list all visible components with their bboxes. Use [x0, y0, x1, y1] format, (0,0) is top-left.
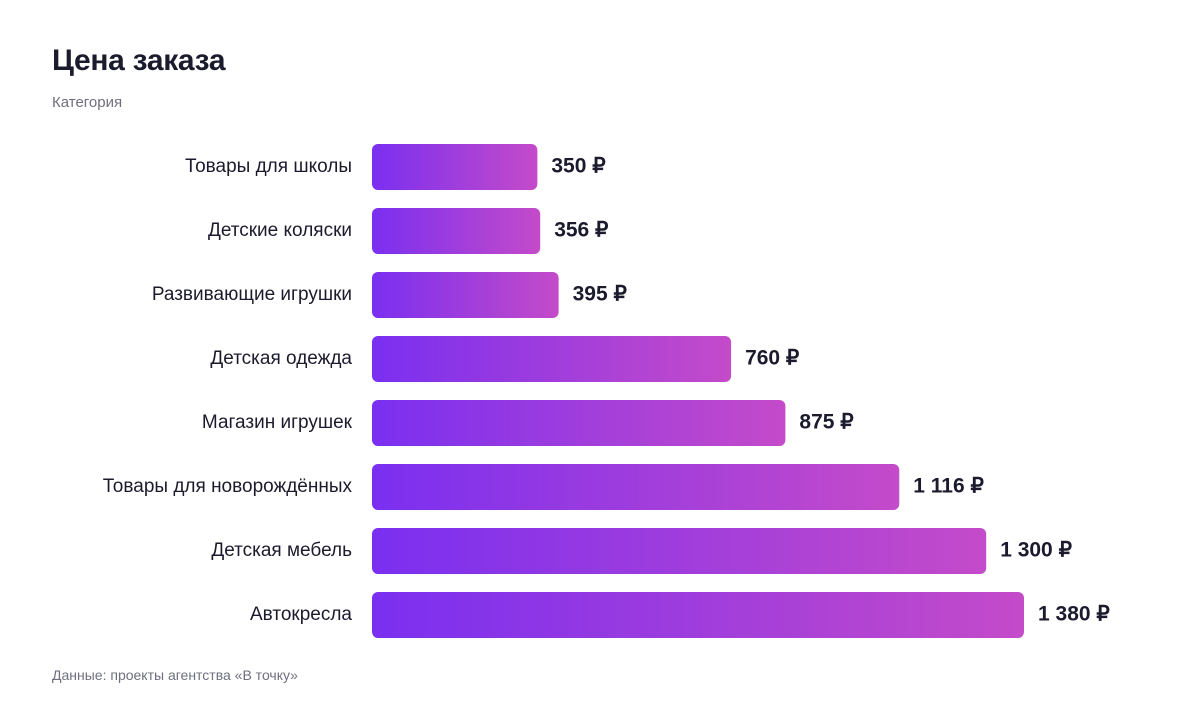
category-label: Автокресла	[250, 604, 352, 625]
chart-subtitle: Категория	[52, 94, 123, 111]
bar	[372, 464, 900, 510]
bar	[372, 592, 1024, 638]
bar	[372, 272, 559, 318]
value-label: 1 380 ₽	[1038, 603, 1110, 626]
bar-group: Товары для школы 350 ₽	[185, 144, 606, 190]
value-label: 356 ₽	[554, 219, 609, 242]
category-label: Детская мебель	[211, 540, 352, 561]
category-label: Товары для новорождённых	[103, 476, 353, 497]
category-label: Развивающие игрушки	[152, 284, 352, 305]
bar-group: Товары для новорождённых 1 116 ₽	[103, 464, 984, 510]
value-label: 395 ₽	[573, 283, 628, 306]
bar	[372, 336, 732, 382]
bars-layer: Товары для школы 350 ₽ Детские коляски 356 …	[103, 144, 1110, 638]
data-source-note: Данные: проекты агентства «В точку»	[52, 667, 298, 683]
bar	[372, 208, 541, 254]
category-label: Детские коляски	[208, 220, 352, 241]
category-label: Товары для школы	[185, 156, 352, 177]
category-label: Детская одежда	[210, 348, 352, 369]
bar	[372, 528, 987, 574]
value-label: 760 ₽	[745, 347, 800, 370]
chart-title: Цена заказа	[52, 44, 226, 77]
category-label: Магазин игрушек	[202, 412, 353, 433]
value-label: 1 116 ₽	[913, 475, 984, 498]
bar-group: Автокресла 1 380 ₽	[250, 592, 1110, 638]
bar	[372, 144, 538, 190]
bar	[372, 400, 786, 446]
value-label: 875 ₽	[799, 411, 854, 434]
bar-group: Детская мебель 1 300 ₽	[211, 528, 1073, 574]
bar-group: Детские коляски 356 ₽	[208, 208, 609, 254]
bar-group: Развивающие игрушки 395 ₽	[152, 272, 628, 318]
value-label: 350 ₽	[551, 155, 606, 178]
bar-group: Магазин игрушек 875 ₽	[202, 400, 854, 446]
bar-group: Детская одежда 760 ₽	[210, 336, 800, 382]
value-label: 1 300 ₽	[1000, 539, 1072, 562]
